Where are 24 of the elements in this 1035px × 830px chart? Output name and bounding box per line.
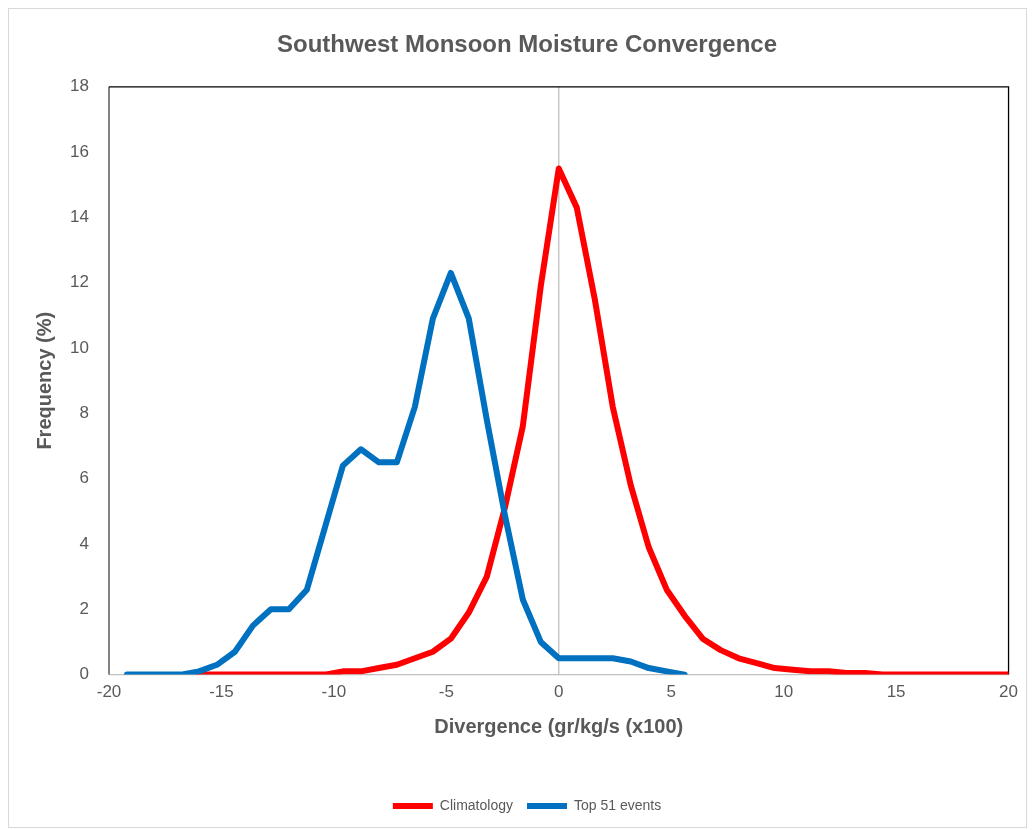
x-tick-label: 15	[886, 682, 906, 702]
x-tick-label: 5	[666, 682, 676, 702]
x-axis-title: Divergence (gr/kg/s (x100)	[434, 714, 684, 737]
y-tick-label: 8	[79, 403, 89, 423]
y-tick-label: 2	[79, 598, 89, 618]
y-tick-label: 18	[70, 76, 89, 96]
legend-label: Top 51 events	[573, 796, 662, 813]
y-tick-label: 14	[70, 207, 89, 227]
x-tick-label: 20	[999, 682, 1019, 702]
x-tick-label: -10	[321, 682, 347, 702]
y-tick-label: 4	[79, 533, 89, 553]
x-tick-label: 0	[554, 682, 564, 702]
legend-label: Climatology	[439, 796, 513, 813]
chart-title: Southwest Monsoon Moisture Convergence	[276, 30, 778, 58]
y-tick-label: 10	[70, 337, 89, 357]
x-tick-label: 10	[774, 682, 794, 702]
y-tick-label: 16	[70, 141, 89, 161]
y-tick-label: 0	[79, 664, 89, 684]
y-axis-title: Frequency (%)	[32, 311, 55, 450]
x-tick-label: -15	[209, 682, 234, 702]
y-tick-label: 6	[79, 468, 89, 488]
x-tick-label: -20	[96, 682, 122, 702]
x-tick-label: -5	[438, 682, 454, 702]
y-tick-label: 12	[70, 272, 89, 292]
